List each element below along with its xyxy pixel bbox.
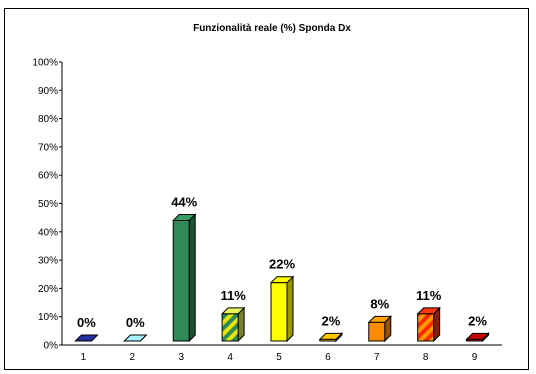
- data-label: 22%: [269, 257, 295, 272]
- data-label: 8%: [370, 296, 389, 311]
- y-tick-label: 100%: [32, 58, 58, 69]
- y-tick-label: 40%: [38, 227, 58, 238]
- bar-top: [123, 334, 148, 342]
- bar-front: [221, 313, 239, 342]
- y-tick-label: 10%: [38, 312, 58, 323]
- x-tick-label: 1: [81, 352, 87, 363]
- bar: [367, 315, 392, 343]
- x-tick-label: 2: [130, 352, 136, 363]
- bars: [74, 213, 490, 343]
- y-tick-label: 20%: [38, 284, 58, 295]
- data-label: 0%: [126, 315, 145, 330]
- x-tick-label: 3: [178, 352, 184, 363]
- bar-top: [74, 334, 99, 342]
- bar: [74, 334, 99, 342]
- x-tick-label: 5: [276, 352, 282, 363]
- bar: [220, 306, 246, 343]
- y-tick-label: 70%: [38, 142, 58, 153]
- data-label: 0%: [77, 315, 96, 330]
- bar-front: [270, 282, 288, 342]
- y-axis-ticks: 0% 10% 20% 30% 40% 50% 60% 70% 80% 90% 100%: [32, 58, 62, 352]
- bar-side: [286, 275, 294, 343]
- y-tick-label: 0%: [44, 341, 59, 352]
- y-tick-label: 50%: [38, 199, 58, 210]
- x-tick-label: 9: [472, 352, 478, 363]
- x-tick-label: 6: [325, 352, 331, 363]
- bar: [123, 334, 148, 342]
- y-tick-label: 80%: [38, 114, 58, 125]
- bar-front: [319, 338, 337, 342]
- x-tick-label: 8: [423, 352, 429, 363]
- chart-title: Funzionalità reale (%) Sponda Dx: [193, 23, 351, 34]
- x-tick-label: 4: [227, 352, 233, 363]
- data-label: 11%: [220, 288, 246, 303]
- y-tick-label: 30%: [38, 256, 58, 267]
- x-axis-ticks: 1 2 3 4 5 6 7 8 9: [81, 352, 478, 363]
- y-tick-label: 60%: [38, 171, 58, 182]
- bar: [465, 332, 490, 343]
- chart-frame: [4, 8, 529, 370]
- bar-front: [466, 338, 484, 342]
- bar-side: [188, 213, 196, 343]
- x-tick-label: 7: [374, 352, 380, 363]
- y-tick-label: 90%: [38, 86, 58, 97]
- bar-front: [368, 321, 386, 342]
- bar: [172, 213, 197, 343]
- bar: [416, 306, 441, 343]
- data-label: 2%: [321, 313, 340, 328]
- data-label: 44%: [171, 194, 197, 209]
- data-label: 11%: [416, 288, 442, 303]
- data-labels: 0% 0% 44% 11% 22% 2% 8% 11% 2%: [77, 194, 487, 330]
- bar: [269, 275, 295, 343]
- data-label: 2%: [468, 313, 487, 328]
- bar-front: [172, 219, 190, 342]
- bar: [318, 332, 344, 343]
- bar-front: [417, 313, 435, 342]
